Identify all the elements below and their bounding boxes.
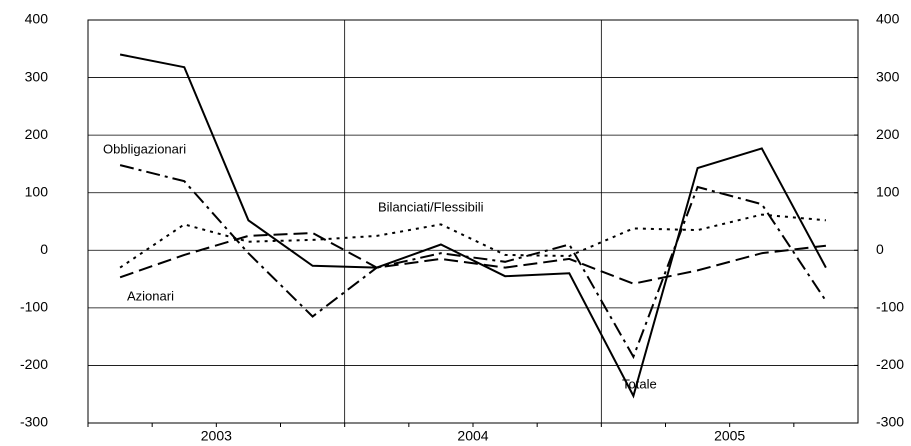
y2-tick-label: -300 <box>876 414 904 430</box>
y-tick-label: 0 <box>40 241 48 257</box>
series-label: Bilanciati/Flessibili <box>378 199 484 214</box>
y2-tick-label: 100 <box>876 183 900 199</box>
y2-tick-label: 0 <box>876 241 884 257</box>
plot-frame <box>87 19 859 424</box>
x-tick-label: 2004 <box>457 428 488 444</box>
y2-tick-label: 200 <box>876 126 900 142</box>
y2-tick-label: -100 <box>876 299 904 315</box>
y-tick-label: 400 <box>25 11 49 27</box>
y2-tick-label: 300 <box>876 68 900 84</box>
y2-tick-label: 400 <box>876 11 900 27</box>
series-line <box>119 231 827 285</box>
series-label: Obbligazionari <box>103 141 186 156</box>
series-line <box>119 164 827 360</box>
y-tick-label: 200 <box>25 126 49 142</box>
y-tick-label: -300 <box>20 414 48 430</box>
x-tick-label: 2005 <box>714 428 745 444</box>
y-tick-label: 300 <box>25 68 49 84</box>
y-tick-label: 100 <box>25 183 49 199</box>
y2-tick-label: -200 <box>876 356 904 372</box>
y-tick-label: -100 <box>20 299 48 315</box>
x-tick-label: 2003 <box>201 428 232 444</box>
series-line <box>119 213 826 269</box>
series-line <box>119 53 827 399</box>
series-label: Azionari <box>127 288 174 303</box>
series-label: Totale <box>622 376 657 391</box>
y-tick-label: -200 <box>20 356 48 372</box>
